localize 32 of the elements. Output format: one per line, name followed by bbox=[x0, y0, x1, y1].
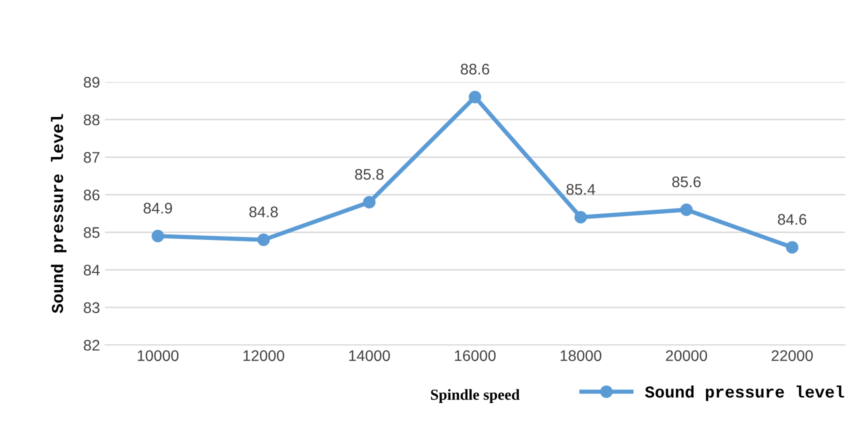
y-tick-label: 82 bbox=[84, 340, 100, 351]
y-tick-label: 88 bbox=[84, 114, 100, 126]
y-axis-title: Sound pressure level bbox=[50, 114, 66, 314]
x-tick-label: 22000 bbox=[772, 350, 813, 362]
data-label: 85.8 bbox=[355, 168, 384, 180]
legend-label: Sound pressure level bbox=[645, 385, 844, 402]
data-label: 84.6 bbox=[778, 214, 806, 225]
point bbox=[574, 211, 587, 224]
x-tick-label: 14000 bbox=[349, 350, 390, 362]
x-tick-label: 16000 bbox=[454, 350, 496, 362]
x-tick-label: 12000 bbox=[243, 350, 284, 362]
y-tick-label: 83 bbox=[84, 302, 100, 314]
y-tick-label: 84 bbox=[84, 264, 100, 276]
y-tick-label: 85 bbox=[84, 227, 100, 238]
data-label: 84.8 bbox=[249, 206, 278, 218]
point bbox=[257, 234, 270, 246]
x-tick-label: 20000 bbox=[666, 350, 708, 362]
point bbox=[786, 241, 798, 254]
x-tick-label: 10000 bbox=[138, 350, 179, 362]
y-tick-label: 89 bbox=[84, 76, 100, 88]
data-label: 85.6 bbox=[672, 176, 701, 188]
x-axis-title: Spindle speed bbox=[431, 389, 520, 403]
data-label: 88.6 bbox=[460, 64, 490, 75]
point bbox=[680, 203, 693, 216]
point bbox=[363, 196, 376, 208]
point bbox=[468, 90, 482, 104]
y-tick-label: 86 bbox=[84, 190, 100, 200]
y-tick-label: 87 bbox=[84, 152, 100, 163]
data-label: 84.9 bbox=[144, 202, 172, 214]
x-tick-label: 18000 bbox=[560, 350, 602, 362]
point bbox=[152, 230, 164, 242]
data-label: 85.4 bbox=[566, 184, 596, 195]
